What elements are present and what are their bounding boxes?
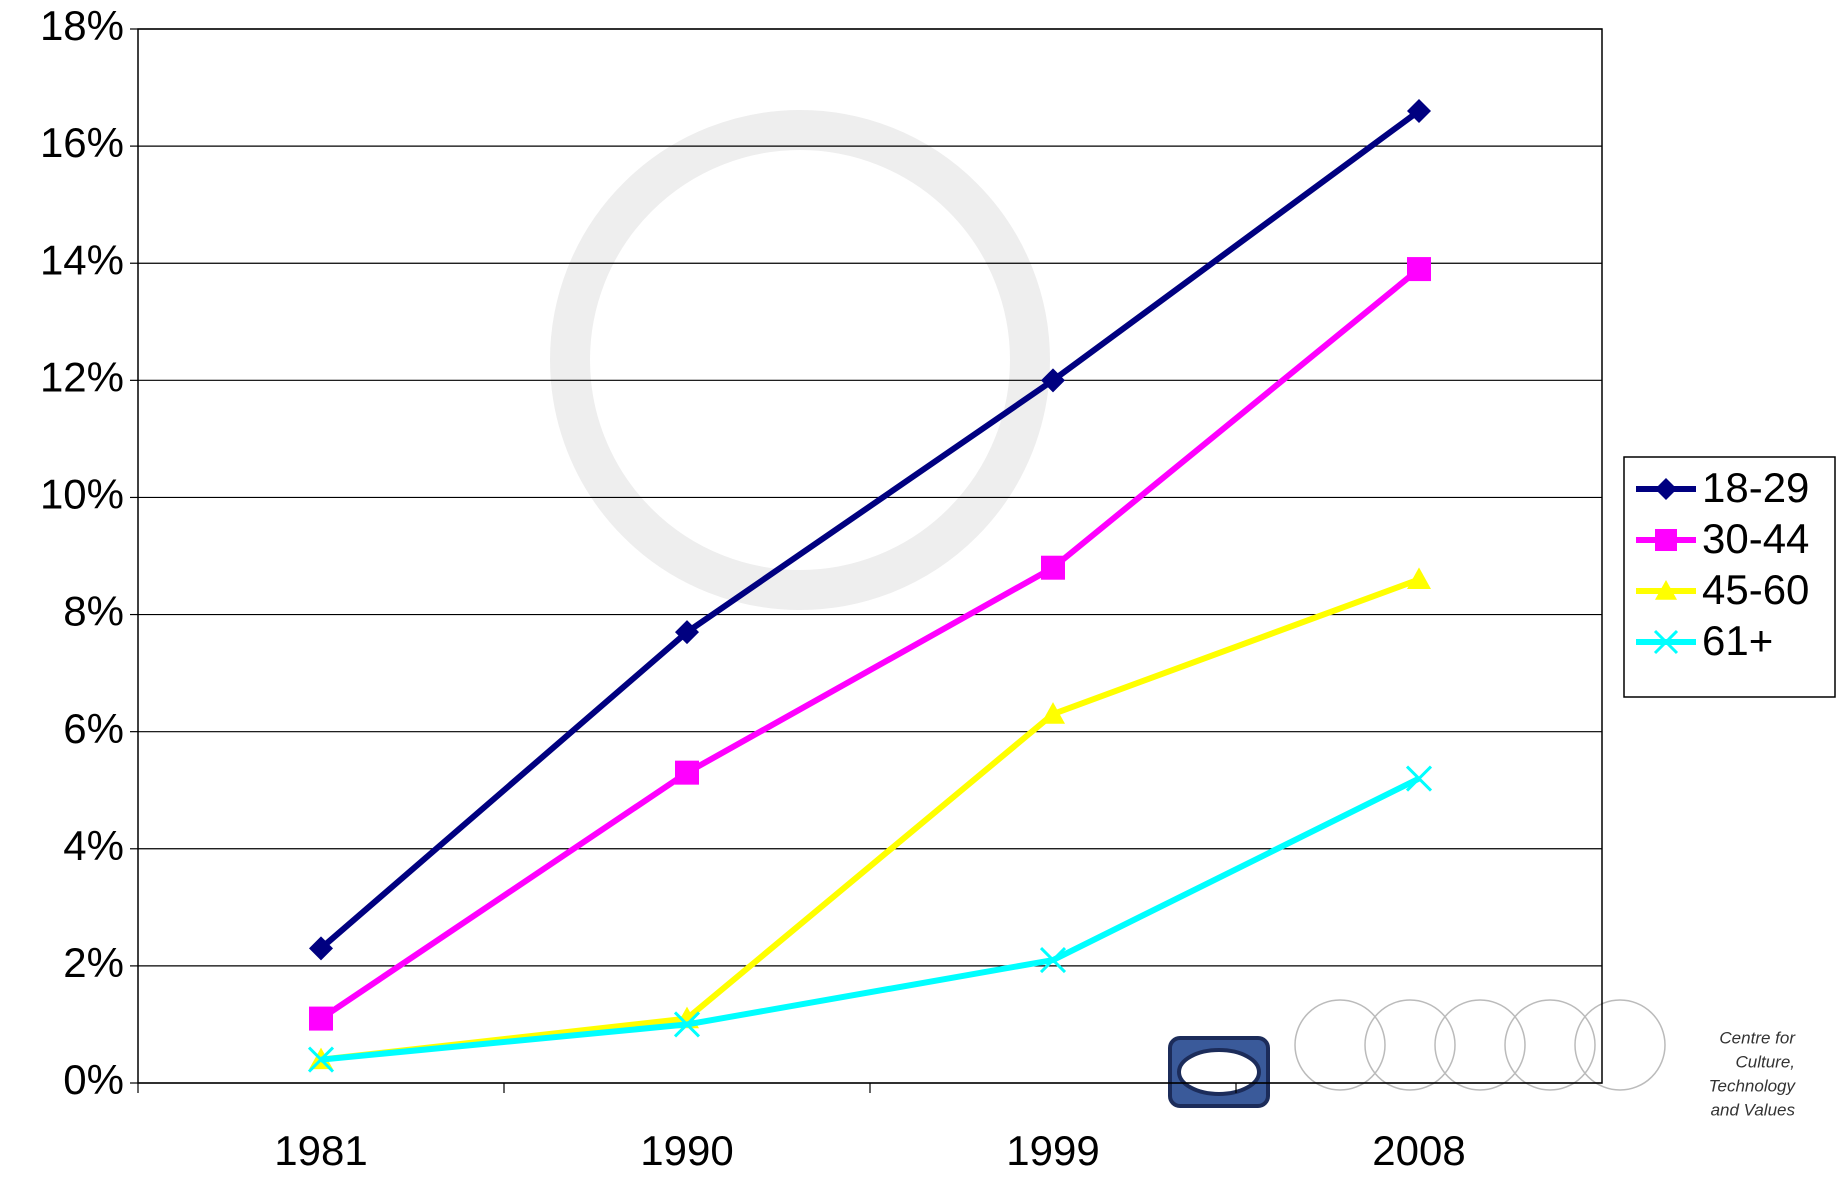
x-tick-label: 1981 — [274, 1127, 367, 1174]
logo-text: Culture, — [1735, 1052, 1795, 1071]
legend-label: 30-44 — [1702, 515, 1809, 562]
legend-box — [1623, 456, 1836, 698]
y-tick-label: 18% — [40, 2, 124, 49]
marker — [1041, 368, 1065, 393]
y-tick-label: 6% — [63, 705, 124, 752]
marker — [1407, 98, 1431, 123]
legend-label: 45-60 — [1702, 566, 1809, 613]
y-tick-label: 4% — [63, 822, 124, 869]
legend-marker — [1655, 529, 1677, 551]
legend-marker — [1655, 478, 1677, 500]
marker — [1041, 702, 1065, 724]
legend-marker — [1653, 629, 1679, 655]
legend-label: 61+ — [1702, 617, 1773, 664]
y-tick-label: 16% — [40, 119, 124, 166]
logo-swirl — [1294, 999, 1666, 1091]
y-tick-label: 12% — [40, 353, 124, 400]
series — [307, 765, 1433, 1073]
series-line — [320, 775, 1421, 1063]
y-tick-label: 2% — [63, 939, 124, 986]
x-tick-label: 1990 — [640, 1127, 733, 1174]
series — [309, 257, 1431, 1031]
y-tick-label: 0% — [63, 1056, 124, 1103]
logo-eye — [1177, 1048, 1261, 1096]
series-line — [319, 108, 1421, 951]
y-tick-label: 14% — [40, 236, 124, 283]
series — [309, 98, 1431, 961]
y-tick-label: 10% — [40, 471, 124, 518]
marker — [675, 760, 699, 785]
marker — [307, 1046, 335, 1073]
marker — [1407, 567, 1431, 590]
legend-label: 18-29 — [1702, 464, 1809, 511]
watermark — [550, 110, 1050, 610]
marker — [673, 1011, 701, 1038]
series-line — [319, 266, 1421, 1022]
legend-marker — [1655, 580, 1677, 600]
marker — [1039, 946, 1067, 974]
marker — [309, 936, 333, 961]
x-tick-label: 1999 — [1006, 1127, 1099, 1174]
marker — [1405, 765, 1433, 792]
logo-text: Centre for — [1719, 1028, 1796, 1047]
marker — [309, 1006, 333, 1031]
y-tick-label: 8% — [63, 588, 124, 635]
logo-text: and Values — [1711, 1100, 1796, 1119]
x-tick-label: 2008 — [1372, 1127, 1465, 1174]
marker — [675, 620, 699, 645]
marker — [1407, 257, 1431, 282]
logo-text: Technology — [1709, 1076, 1797, 1095]
marker — [1041, 555, 1065, 580]
